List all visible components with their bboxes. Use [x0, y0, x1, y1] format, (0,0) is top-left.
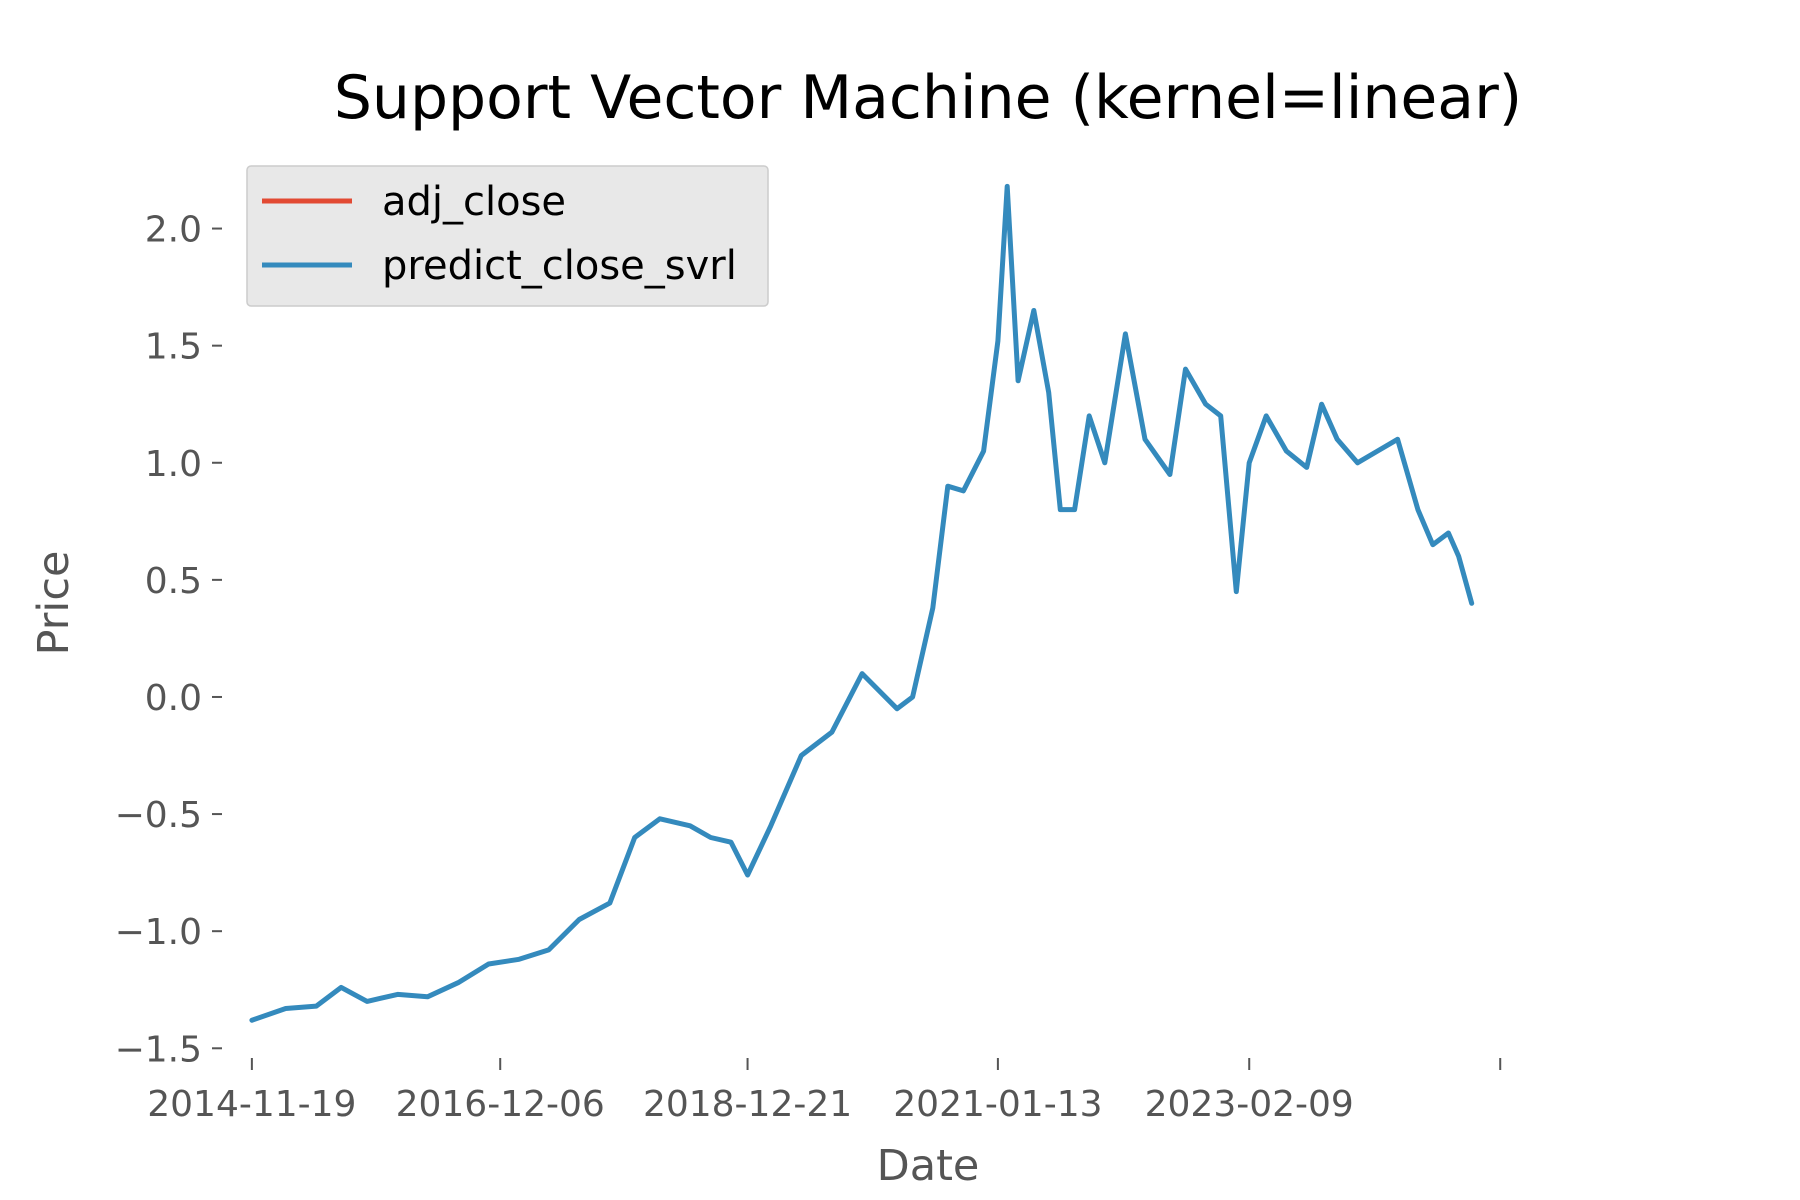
y-tick-label: 0.5: [145, 561, 202, 602]
y-axis-label: Price: [29, 551, 79, 656]
y-tick-label: −0.5: [115, 795, 202, 836]
x-tick-label: 2016-12-06: [396, 1084, 605, 1125]
y-axis: −1.5 −1.0 −0.5 0.0 0.5 1.0 1.5 2.0: [115, 210, 222, 1070]
series-layer: [249, 183, 1475, 1023]
x-tick-label: 2018-12-21: [643, 1084, 852, 1125]
y-tick-label: 0.0: [145, 678, 202, 719]
y-tick-label: 1.0: [145, 444, 202, 485]
x-tick-label: 2021-01-13: [893, 1084, 1102, 1125]
x-tick-label: 2014-11-19: [147, 1084, 356, 1125]
x-tick-label: 2023-02-09: [1145, 1084, 1354, 1125]
y-tick-label: −1.5: [115, 1029, 202, 1070]
legend: adj_close predict_close_svrl: [246, 165, 769, 307]
chart-title: Support Vector Machine (kernel=linear): [334, 63, 1522, 133]
y-tick-label: −1.0: [115, 912, 202, 953]
y-tick-label: 2.0: [145, 210, 202, 251]
y-tick-label: 1.5: [145, 327, 202, 368]
legend-label-adj-close: adj_close: [382, 179, 566, 225]
series-line-predict-close-svrl: [249, 183, 1475, 1023]
x-axis: 2014-11-19 2016-12-06 2018-12-21 2021-01-13…: [147, 1058, 1502, 1125]
legend-label-predict-close-svrl: predict_close_svrl: [382, 243, 737, 289]
x-axis-label: Date: [877, 1141, 980, 1191]
legend-box: [246, 165, 769, 307]
